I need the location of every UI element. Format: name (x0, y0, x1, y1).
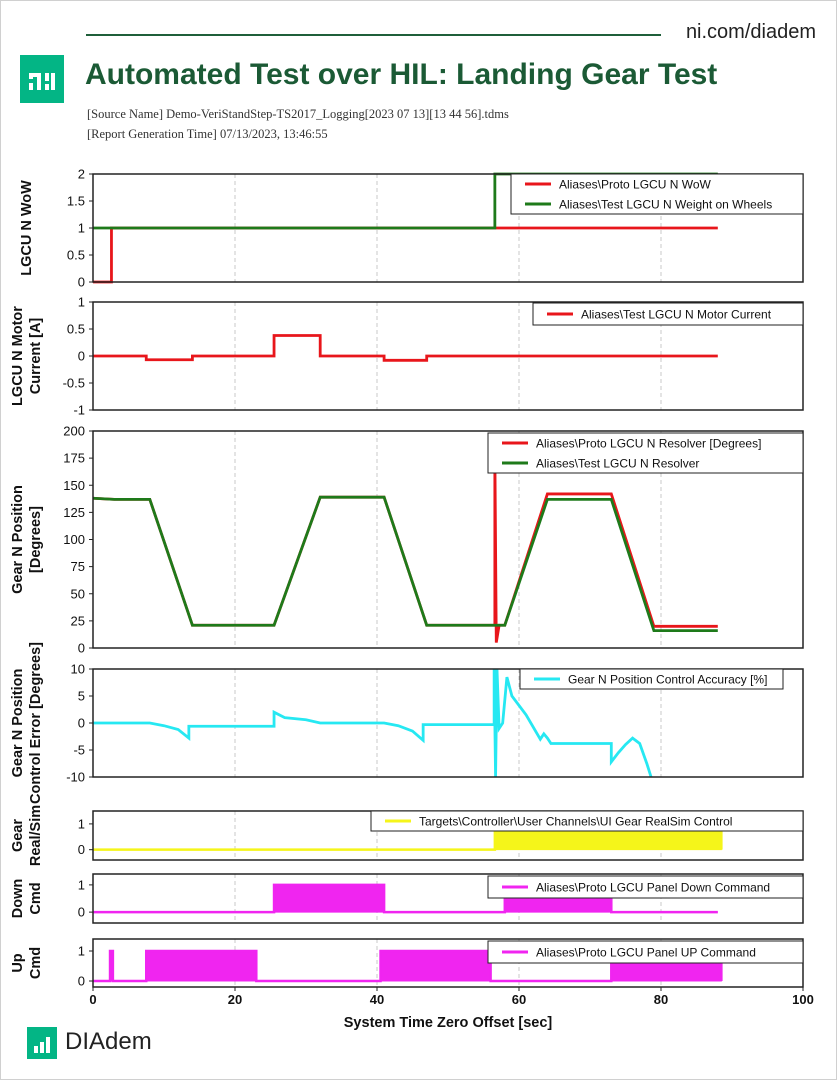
y-axis-label: Cmd (28, 947, 44, 979)
y-tick-label: 0.5 (67, 322, 85, 337)
legend-label: Aliases\Proto LGCU Panel Down Command (536, 881, 770, 895)
legend-label: Aliases\Proto LGCU N Resolver [Degrees] (536, 437, 761, 451)
panel-frame (92, 430, 804, 649)
y-axis-label: Gear N Position (10, 669, 26, 778)
y-tick-label: 1.5 (67, 194, 85, 209)
legend-box (487, 940, 804, 964)
legend-label: Aliases\Proto LGCU Panel UP Command (536, 946, 756, 960)
y-axis-label: Down (10, 879, 26, 918)
y-tick-label: 5 (78, 689, 85, 704)
legend-label: Aliases\Test LGCU N Weight on Wheels (559, 198, 772, 212)
y-tick-label: 0 (78, 349, 85, 364)
y-tick-label: -1 (73, 403, 85, 418)
y-axis-label: Real/Sim (28, 805, 44, 866)
ni-logo-icon (20, 55, 64, 103)
y-axis-label: Current [A] (28, 318, 44, 395)
y-tick-label: -5 (73, 743, 85, 758)
y-tick-label: -0.5 (63, 376, 85, 391)
legend-label: Aliases\Test LGCU N Resolver (536, 457, 699, 471)
y-tick-label: 1 (78, 816, 85, 831)
legend-box (370, 810, 804, 832)
y-tick-label: 0 (78, 974, 85, 989)
y-tick-label: 0 (78, 641, 85, 656)
y-axis-label: LGCU N Motor (10, 306, 26, 406)
y-tick-label: 125 (63, 505, 85, 520)
y-tick-label: 50 (71, 586, 85, 601)
legend-label: Targets\Controller\User Channels\UI Gear… (419, 815, 732, 829)
y-tick-label: -10 (66, 770, 85, 785)
panel-frame (92, 173, 804, 283)
x-tick-label: 40 (370, 992, 384, 1007)
y-axis-label: Gear N Position (10, 485, 26, 594)
y-tick-label: 10 (71, 662, 85, 677)
legend-label: Aliases\Test LGCU N Motor Current (581, 308, 772, 322)
y-tick-label: 100 (63, 532, 85, 547)
y-axis-label: Gear (10, 819, 26, 852)
y-tick-label: 1 (78, 944, 85, 959)
y-axis-label: Up (10, 953, 26, 972)
legend-box (519, 668, 784, 690)
y-tick-label: 0 (78, 905, 85, 920)
y-tick-label: 2 (78, 167, 85, 182)
series-line-2-1 (92, 495, 718, 633)
y-tick-label: 75 (71, 559, 85, 574)
y-tick-label: 0 (78, 716, 85, 731)
x-tick-label: 100 (792, 992, 814, 1007)
diadem-logo-icon (27, 1027, 57, 1059)
x-tick-label: 80 (654, 992, 668, 1007)
y-tick-label: 175 (63, 451, 85, 466)
y-tick-label: 0 (78, 275, 85, 290)
y-tick-label: 0.5 (67, 248, 85, 263)
x-axis-label: System Time Zero Offset [sec] (344, 1015, 553, 1031)
legend-box (532, 302, 804, 326)
legend-box (510, 173, 804, 215)
series-line-6-0 (93, 949, 723, 983)
legend-label: Aliases\Proto LGCU N WoW (559, 178, 711, 192)
panel-frame (92, 668, 804, 778)
y-axis-label: Cmd (28, 882, 44, 914)
y-tick-label: 200 (63, 424, 85, 439)
legend-box (487, 875, 804, 899)
x-tick-label: 20 (228, 992, 242, 1007)
report-time: [Report Generation Time] 07/13/2023, 13:… (87, 127, 328, 141)
y-axis-label: Control Error [Degrees] (28, 642, 44, 804)
page-title: Automated Test over HIL: Landing Gear Te… (85, 58, 718, 91)
y-axis-label: [Degrees] (28, 506, 44, 573)
x-tick-label: 0 (89, 992, 96, 1007)
x-tick-label: 60 (512, 992, 526, 1007)
y-tick-label: 1 (78, 877, 85, 892)
y-axis-label: LGCU N WoW (19, 180, 35, 276)
y-tick-label: 1 (78, 221, 85, 236)
y-tick-label: 0 (78, 842, 85, 857)
header-rule (86, 34, 661, 36)
legend-label: Gear N Position Control Accuracy [%] (568, 673, 767, 687)
y-tick-label: 25 (71, 613, 85, 628)
legend-box (487, 432, 804, 474)
site-url[interactable]: ni.com/diadem (685, 21, 816, 43)
series-line-1-0 (93, 334, 718, 362)
y-tick-label: 1 (78, 295, 85, 310)
diadem-brand: DIAdem (65, 1028, 152, 1055)
y-tick-label: 150 (63, 478, 85, 493)
panel-frame (92, 301, 804, 411)
source-name: [Source Name] Demo-VeriStandStep-TS2017_… (87, 107, 509, 121)
